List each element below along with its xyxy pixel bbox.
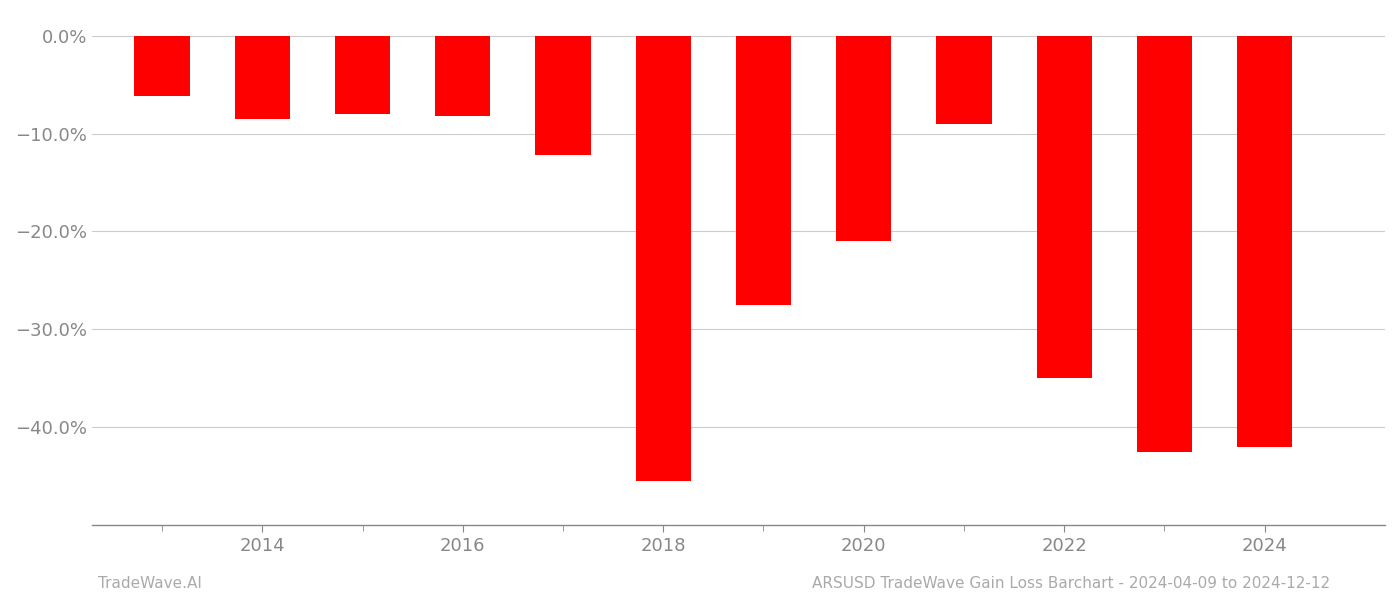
- Bar: [937, 35, 991, 124]
- Bar: [636, 35, 690, 481]
- Bar: [535, 35, 591, 155]
- Bar: [235, 35, 290, 119]
- Bar: [335, 35, 391, 114]
- Bar: [1036, 35, 1092, 379]
- Bar: [1137, 35, 1191, 452]
- Bar: [836, 35, 892, 241]
- Bar: [736, 35, 791, 305]
- Bar: [435, 35, 490, 116]
- Text: ARSUSD TradeWave Gain Loss Barchart - 2024-04-09 to 2024-12-12: ARSUSD TradeWave Gain Loss Barchart - 20…: [812, 576, 1330, 591]
- Bar: [134, 35, 189, 97]
- Bar: [1238, 35, 1292, 447]
- Text: TradeWave.AI: TradeWave.AI: [98, 576, 202, 591]
